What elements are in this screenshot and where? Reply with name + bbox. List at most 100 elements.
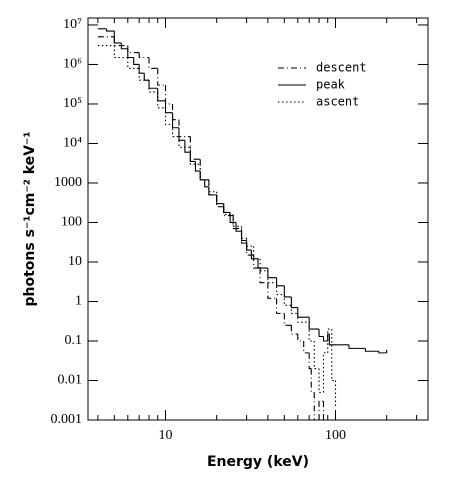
line-step: [157, 88, 166, 102]
line-step: [113, 45, 128, 59]
line-step: [318, 368, 324, 393]
line-step: [189, 152, 196, 163]
line-step: [164, 100, 173, 114]
line-step: [297, 334, 304, 342]
line-step: [127, 45, 140, 54]
line-step: [257, 258, 268, 269]
line-step: [199, 171, 205, 181]
line-step: [297, 307, 310, 318]
plot-frame: [87, 17, 429, 421]
line-step: [276, 298, 285, 314]
line-step: [318, 400, 324, 420]
line-step: [297, 313, 310, 323]
line-step: [308, 322, 315, 342]
line-step: [246, 243, 254, 256]
line-step: [216, 194, 224, 208]
line-step: [148, 80, 158, 93]
line-step: [378, 351, 387, 354]
line-step: [276, 277, 285, 287]
line-step: [283, 313, 292, 326]
y-tick-label: 0.01: [58, 373, 83, 388]
line-step: [143, 73, 150, 81]
line-step: [331, 329, 336, 382]
line-step: [246, 238, 254, 247]
line-step: [283, 294, 292, 306]
line-step: [348, 344, 366, 349]
line-step: [229, 212, 237, 224]
x-tick-label: 10: [159, 428, 173, 443]
line-step: [290, 305, 298, 314]
y-tick-label: 10⁴: [63, 136, 82, 151]
line-step: [313, 340, 320, 370]
y-tick-label: 10⁵: [63, 96, 82, 111]
line-step: [216, 191, 224, 205]
x-tick-label: 100: [325, 428, 346, 443]
line-step: [283, 285, 292, 298]
line-step: [171, 112, 179, 129]
y-tick-label: 10⁶: [63, 57, 82, 72]
line-step: [138, 52, 150, 59]
line-step: [148, 57, 158, 69]
line-step: [240, 226, 247, 239]
line-step: [246, 240, 252, 251]
line-step: [204, 179, 209, 188]
line-step: [199, 164, 209, 181]
line-step: [267, 282, 277, 299]
line-step: [322, 352, 328, 393]
line-step: [171, 124, 179, 138]
line-step: [253, 246, 261, 260]
line-step: [290, 296, 298, 309]
line-step: [310, 368, 315, 393]
line-step: [328, 334, 336, 346]
line-step: [240, 231, 247, 242]
line-step: [364, 348, 379, 352]
line-step: [199, 159, 209, 181]
line-step: [308, 317, 320, 330]
line-step: [303, 340, 310, 354]
line-step: [164, 107, 173, 126]
line-step: [318, 329, 324, 338]
line-step: [223, 203, 231, 213]
legend-label: ascent: [316, 95, 359, 109]
line-step: [106, 28, 115, 32]
y-tick-label: 0.001: [51, 412, 83, 427]
line-step: [120, 42, 128, 50]
line-step: [127, 48, 134, 59]
line-step: [189, 136, 201, 160]
x-axis-label: Energy (keV): [207, 454, 309, 470]
line-step: [232, 214, 242, 227]
line-step: [178, 127, 185, 141]
legend-label: peak: [316, 78, 346, 92]
line-step: [194, 161, 201, 172]
line-step: [164, 85, 173, 105]
line-step: [157, 92, 166, 109]
line-step: [178, 119, 191, 138]
y-tick-label: 100: [61, 215, 82, 230]
line-step: [113, 31, 122, 44]
line-step: [259, 258, 268, 272]
line-step: [138, 64, 145, 74]
line-step: [235, 222, 242, 232]
y-axis-label: photons s⁻¹cm⁻² keV⁻¹: [22, 131, 38, 306]
line-step: [208, 179, 217, 196]
line-step: [267, 270, 277, 284]
y-tick-label: 1: [75, 294, 82, 309]
line-step: [157, 68, 166, 86]
y-tick-label: 10: [68, 254, 82, 269]
line-step: [189, 147, 201, 165]
line-step: [276, 282, 285, 296]
line-step: [216, 194, 224, 205]
line-step: [133, 57, 140, 66]
line-step: [322, 336, 328, 342]
line-step: [208, 179, 217, 193]
line-step: [208, 186, 217, 196]
line-step: [308, 352, 312, 370]
line-step: [253, 255, 261, 269]
line-step: [267, 268, 277, 279]
line-step: [290, 325, 298, 335]
y-tick-label: 1000: [54, 175, 82, 190]
line-step: [250, 250, 258, 260]
y-tick-label: 0.1: [65, 333, 83, 348]
